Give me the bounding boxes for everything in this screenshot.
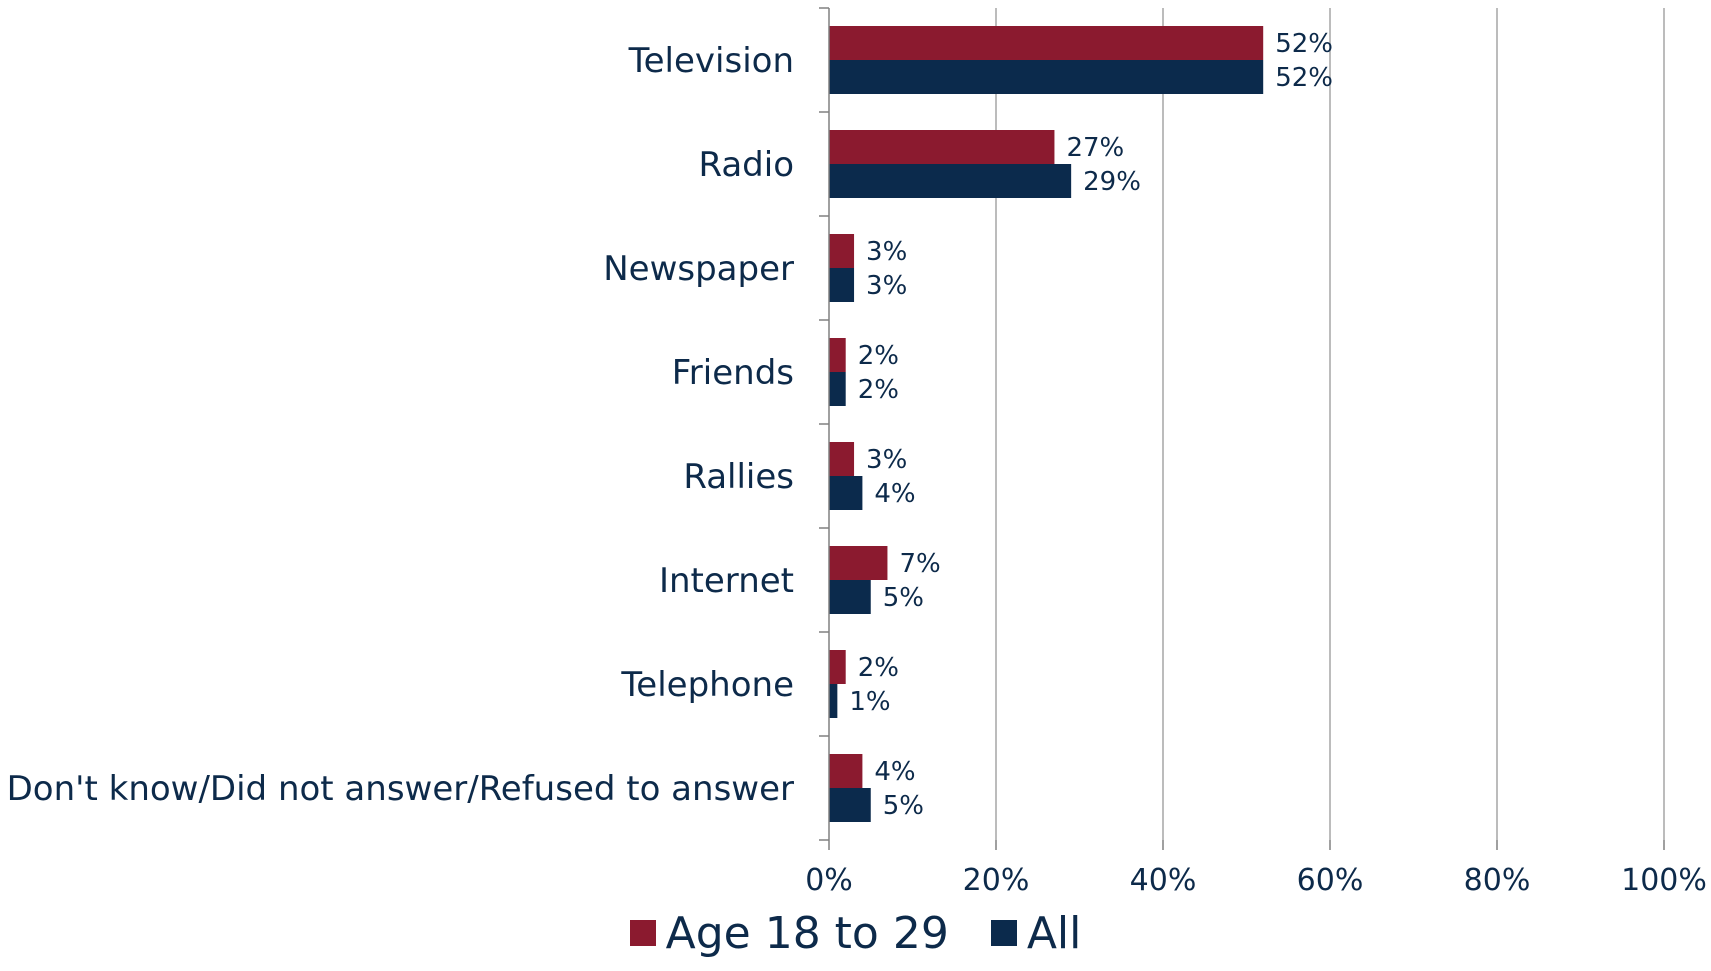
category-label-don-t-know-did-not-answer-refused-to-answer: Don't know/Did not answer/Refused to ans… — [7, 769, 794, 809]
data-label-age-18-to-29-friends: 2% — [858, 341, 899, 371]
category-label-friends: Friends — [672, 353, 794, 393]
category-label-newspaper: Newspaper — [603, 249, 794, 289]
bar-all-don-t-know-did-not-answer-refused-to-answer — [829, 788, 871, 822]
x-tick-label-40: 40% — [1130, 863, 1197, 898]
legend-label-all: All — [1026, 907, 1082, 959]
data-label-age-18-to-29-don-t-know-did-not-answer-refused-to-answer: 4% — [874, 757, 915, 787]
data-label-all-don-t-know-did-not-answer-refused-to-answer: 5% — [883, 791, 924, 821]
category-label-rallies: Rallies — [683, 457, 794, 497]
bar-age-18-to-29-friends — [829, 338, 846, 372]
chart: 0% 20% 40% 60% 80% 100% Television Radio Newspap… — [7, 7, 1707, 898]
legend-item-all: All — [990, 907, 1082, 959]
bar-all-radio — [829, 164, 1072, 198]
bar-age-18-to-29-rallies — [829, 442, 855, 476]
bar-age-18-to-29-television — [829, 26, 1264, 60]
bar-age-18-to-29-don-t-know-did-not-answer-refused-to-answer — [829, 754, 863, 788]
data-label-all-telephone: 1% — [849, 687, 890, 717]
bar-age-18-to-29-newspaper — [829, 234, 855, 268]
bar-all-television — [829, 60, 1264, 94]
bar-all-internet — [829, 580, 871, 614]
data-label-age-18-to-29-internet: 7% — [899, 549, 940, 579]
data-label-all-rallies: 4% — [874, 479, 915, 509]
bar-all-telephone — [829, 684, 838, 718]
bar-all-newspaper — [829, 268, 855, 302]
category-label-internet: Internet — [659, 561, 794, 601]
gridlines — [995, 8, 1665, 840]
data-labels: 52% 27% 3% 2% 3% 7% 2% 4% 52% 29% 3% 2% 4% 5% 1% 5% — [849, 29, 1333, 821]
bar-age-18-to-29-radio — [829, 130, 1055, 164]
data-label-age-18-to-29-radio: 27% — [1066, 133, 1124, 163]
legend-swatch-all — [990, 920, 1017, 946]
data-label-all-radio: 29% — [1083, 167, 1141, 197]
data-label-age-18-to-29-newspaper: 3% — [866, 237, 907, 267]
category-label-telephone: Telephone — [620, 665, 794, 705]
bar-all-rallies — [829, 476, 863, 510]
data-label-all-newspaper: 3% — [866, 271, 907, 301]
x-tick-label-100: 100% — [1621, 863, 1707, 898]
data-label-all-friends: 2% — [858, 375, 899, 405]
legend-label-age-18-to-29: Age 18 to 29 — [665, 907, 949, 959]
legend-item-age-18-to-29: Age 18 to 29 — [629, 907, 949, 959]
legend-swatch-age-18-to-29 — [629, 920, 656, 946]
data-label-age-18-to-29-telephone: 2% — [858, 653, 899, 683]
legend: Age 18 to 29 All — [0, 898, 1711, 968]
category-label-television: Television — [628, 41, 794, 81]
data-label-age-18-to-29-rallies: 3% — [866, 445, 907, 475]
category-label-radio: Radio — [698, 145, 794, 185]
bar-all-friends — [829, 372, 846, 406]
x-tick-label-0: 0% — [805, 863, 853, 898]
x-tick-label-20: 20% — [963, 863, 1030, 898]
x-tick-label-80: 80% — [1464, 863, 1531, 898]
category-axis: 0% 20% 40% 60% 80% 100% Television Radio Newspap… — [7, 7, 1707, 898]
bar-age-18-to-29-internet — [829, 546, 888, 580]
data-label-age-18-to-29-television: 52% — [1275, 29, 1333, 59]
data-label-all-television: 52% — [1275, 63, 1333, 93]
x-tick-label-60: 60% — [1297, 863, 1364, 898]
data-label-all-internet: 5% — [883, 583, 924, 613]
bars — [829, 26, 1264, 822]
bar-age-18-to-29-telephone — [829, 650, 846, 684]
